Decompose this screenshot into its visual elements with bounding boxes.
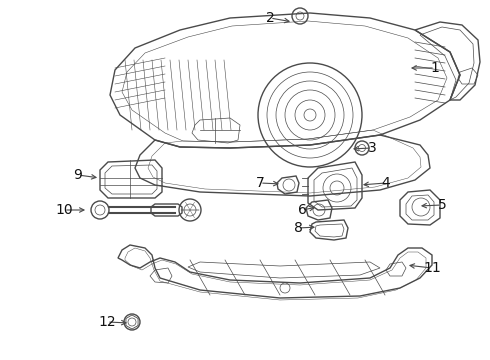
Text: 8: 8 (294, 221, 302, 235)
Text: 10: 10 (55, 203, 73, 217)
Text: 9: 9 (74, 168, 82, 182)
Text: 3: 3 (368, 141, 376, 155)
Text: 1: 1 (431, 61, 440, 75)
Text: 4: 4 (382, 176, 391, 190)
Text: 7: 7 (256, 176, 265, 190)
Text: 6: 6 (297, 203, 306, 217)
Text: 11: 11 (423, 261, 441, 275)
Text: 2: 2 (266, 11, 274, 25)
Text: 5: 5 (438, 198, 446, 212)
Text: 12: 12 (98, 315, 116, 329)
